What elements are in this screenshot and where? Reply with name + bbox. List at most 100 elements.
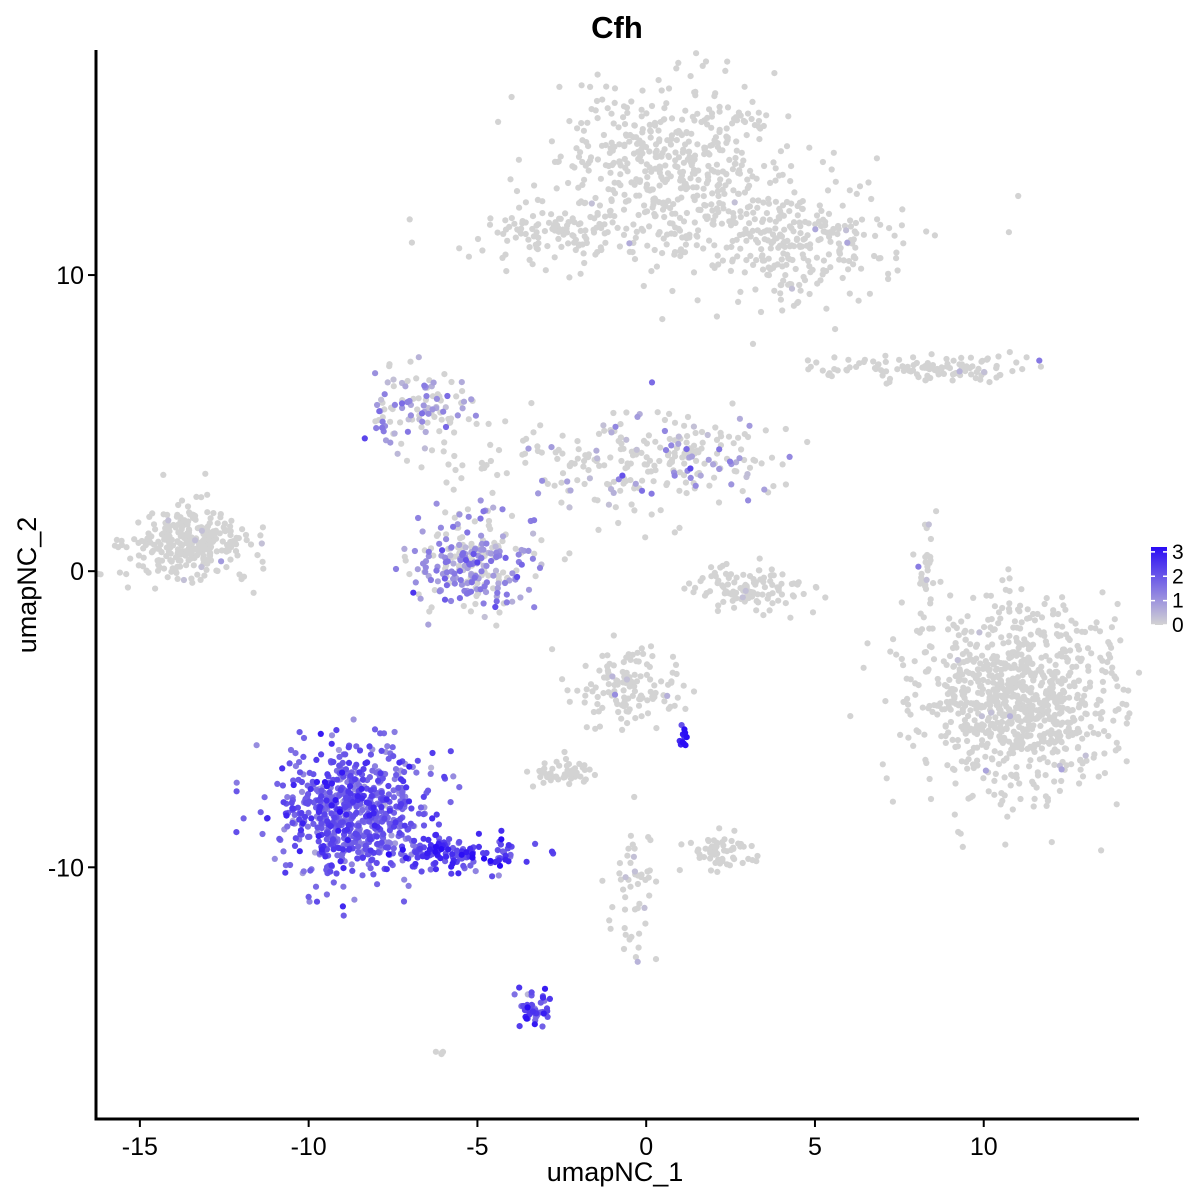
cell-point (687, 474, 694, 481)
cell-point (515, 551, 522, 558)
cell-point (204, 491, 211, 498)
cell-point (935, 702, 942, 710)
cell-point (503, 591, 510, 598)
cell-point (183, 539, 190, 547)
cell-point (499, 538, 506, 545)
cell-point (659, 250, 666, 257)
cell-point (772, 165, 779, 172)
cell-point (711, 474, 718, 481)
cell-point (592, 684, 599, 691)
cell-point (716, 465, 723, 473)
cell-point (682, 181, 689, 189)
cell-point (746, 422, 753, 429)
cell-point (615, 519, 622, 527)
cell-point (218, 547, 225, 554)
cell-point (911, 658, 918, 665)
cell-point (561, 556, 568, 563)
cell-point (753, 257, 760, 264)
cell-point (1079, 773, 1087, 780)
cell-point (556, 83, 563, 90)
cell-point (640, 437, 648, 444)
cell-point (642, 168, 649, 175)
cell-point (716, 199, 723, 207)
cell-point (327, 823, 334, 830)
cell-point (681, 249, 689, 256)
cell-point (343, 811, 350, 818)
cell-point (899, 206, 906, 213)
cell-point (698, 428, 706, 436)
cell-point (926, 643, 934, 650)
cell-point (580, 463, 587, 470)
cell-point (647, 643, 655, 650)
cell-point (722, 570, 730, 578)
cell-point (875, 361, 882, 368)
cell-point (494, 229, 501, 236)
cell-point (621, 155, 628, 163)
cell-point (794, 212, 801, 219)
cell-point (418, 410, 426, 417)
cell-point (519, 451, 526, 458)
cell-point (1038, 668, 1045, 676)
cell-point (925, 521, 932, 528)
cell-point (289, 805, 296, 812)
cell-point (634, 649, 641, 656)
cell-point (595, 526, 602, 534)
cell-point (697, 472, 704, 479)
cell-point (339, 846, 346, 853)
cell-point (683, 446, 690, 453)
cell-point (418, 868, 425, 875)
cell-point (1027, 732, 1034, 739)
cell-point (305, 809, 312, 816)
cell-point (485, 522, 492, 529)
cell-point (432, 859, 439, 867)
cell-point (457, 557, 464, 564)
cell-point (178, 523, 186, 530)
cell-point (998, 634, 1005, 641)
cell-point (522, 230, 529, 238)
cell-point (537, 422, 544, 429)
cell-point (310, 820, 317, 828)
cell-point (443, 853, 450, 860)
cell-point (772, 198, 780, 205)
cell-point (703, 590, 710, 597)
cell-point (1057, 732, 1064, 739)
cell-point (949, 765, 957, 773)
cell-point (646, 892, 653, 899)
cell-point (649, 186, 656, 193)
cell-point (1044, 759, 1051, 766)
cell-point (709, 141, 716, 149)
cell-point (927, 535, 935, 543)
cell-point (608, 110, 615, 117)
cell-point (541, 228, 549, 235)
cell-point (990, 674, 997, 681)
cell-point (391, 430, 398, 437)
cell-point (420, 402, 427, 409)
cell-point (1064, 658, 1071, 665)
cell-point (768, 566, 775, 573)
cell-point (709, 207, 716, 214)
cell-point (333, 776, 341, 783)
cell-point (646, 223, 653, 230)
cell-point (526, 256, 533, 263)
cell-point (509, 570, 516, 577)
cell-point (185, 545, 192, 552)
cell-point (203, 566, 210, 574)
cell-point (1096, 628, 1104, 635)
cell-point (727, 267, 735, 274)
cell-point (633, 134, 640, 141)
cell-point (951, 693, 958, 700)
cell-point (1015, 713, 1022, 721)
cell-point (489, 489, 496, 496)
cell-point (885, 270, 892, 277)
cell-point (636, 177, 643, 184)
cell-point (1088, 650, 1095, 657)
cell-point (415, 810, 423, 817)
cell-point (207, 545, 214, 552)
cell-point (533, 244, 540, 252)
cell-point (905, 734, 912, 741)
cell-point (1101, 770, 1108, 777)
cell-point (741, 431, 748, 438)
cell-point (744, 110, 752, 117)
cell-point (893, 249, 900, 256)
